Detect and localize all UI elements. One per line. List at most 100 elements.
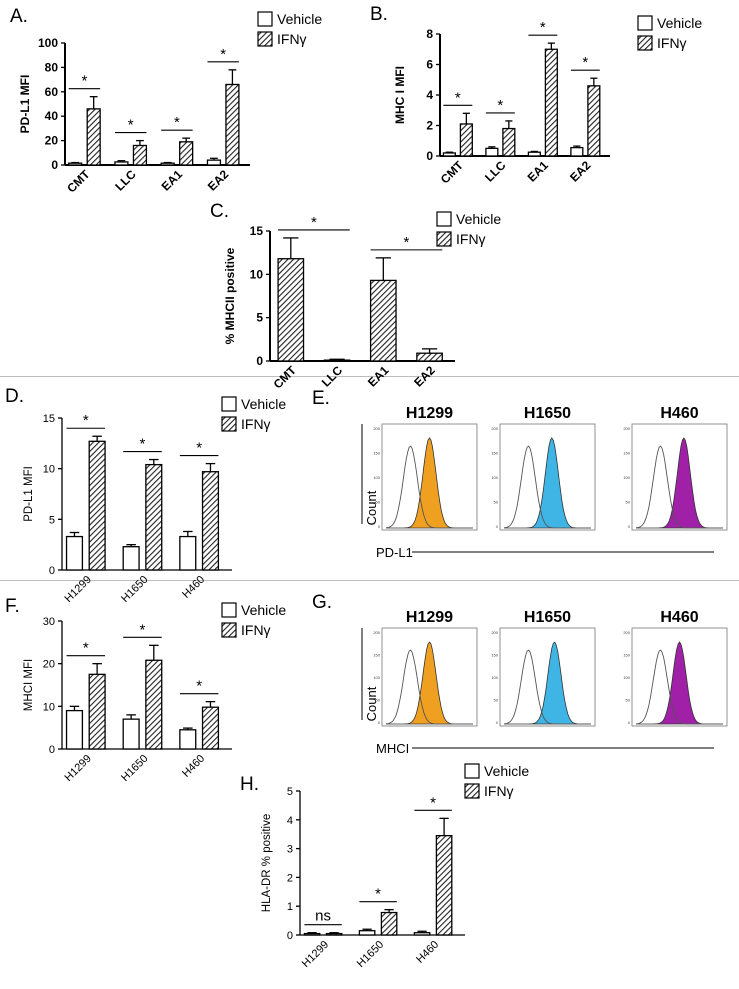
legend-swatch-vehicle xyxy=(221,602,237,618)
legend-label-ifn: IFNγ xyxy=(277,31,307,47)
cell-line-title-h460: H460 xyxy=(660,405,698,422)
hist-y-tick: 50 xyxy=(626,698,631,703)
panel-label: C. xyxy=(210,201,229,222)
bar-ifn-cmt xyxy=(86,108,101,166)
x-tick-label: H460 xyxy=(414,939,441,966)
bar-ifn-ea1 xyxy=(369,279,397,362)
legend: Vehicle IFNγ xyxy=(257,11,322,47)
hist-y-tick: 150 xyxy=(491,653,498,658)
significance-label: * xyxy=(83,640,89,657)
x-tick-label: EA2 xyxy=(567,158,594,185)
legend-label-vehicle: Vehicle xyxy=(241,396,286,412)
significance-label: * xyxy=(140,621,146,638)
y-axis-label: HLA-DR % positive xyxy=(261,814,273,912)
bar-vehicle-h1650 xyxy=(358,930,376,936)
bar-vehicle-cmt xyxy=(442,152,456,157)
histogram-vehicle-h1299 xyxy=(385,445,473,529)
x-tick-label: H1299 xyxy=(63,753,94,784)
chart-svg: G. Count H1299 0 50 100 150 200 H1650 0 50 100 150 20… xyxy=(312,592,728,756)
panel-label: G. xyxy=(312,592,332,613)
significance-label: * xyxy=(220,46,226,63)
chart-panel-h: H. 0 1 2 3 4 5 HLA-DR % positive H1299 H1650 H460 n… xyxy=(240,758,560,970)
bar-vehicle-h1299 xyxy=(303,932,321,936)
significance-label: * xyxy=(430,794,436,811)
significance-label: * xyxy=(83,412,89,429)
x-tick-label: H1299 xyxy=(300,939,331,970)
y-tick-label: 15 xyxy=(43,413,55,425)
legend-label-vehicle: Vehicle xyxy=(241,602,286,618)
legend: Vehicle IFNγ xyxy=(436,211,501,247)
bar-vehicle-cmt xyxy=(68,162,83,166)
bar-ifn-h1650 xyxy=(145,463,163,571)
y-tick-label: 0 xyxy=(51,158,58,172)
legend-swatch-vehicle xyxy=(257,11,273,27)
y-tick-label: 10 xyxy=(43,701,55,713)
hist-y-tick: 0 xyxy=(496,524,499,529)
count-axis-label: Count xyxy=(364,490,379,525)
significance-label: * xyxy=(404,234,410,251)
significance-label: * xyxy=(540,19,546,36)
y-tick-label: 3 xyxy=(287,844,293,856)
legend-label-ifn: IFNγ xyxy=(484,783,514,799)
legend-swatch-ifn xyxy=(221,622,237,638)
bar-ifn-cmt xyxy=(277,258,305,362)
cell-line-title-h1299: H1299 xyxy=(406,609,453,626)
x-tick-label: H460 xyxy=(180,753,207,780)
chart-panel-f: F. 0 10 20 30 MHCI MFI H1299 H1650 H460 * * * Vehicl… xyxy=(0,586,310,784)
legend-label-vehicle: Vehicle xyxy=(456,211,501,227)
x-axis-label: PD-L1 xyxy=(376,545,413,560)
legend: Vehicle IFNγ xyxy=(637,15,702,51)
significance-label: * xyxy=(174,114,180,131)
bar-ifn-ea2 xyxy=(225,83,240,166)
bar-vehicle-h460 xyxy=(179,535,197,571)
bar-ifn-cmt xyxy=(459,123,473,157)
y-tick-label: 60 xyxy=(45,85,59,99)
histogram-vehicle-h1299 xyxy=(385,649,473,725)
hist-y-tick: 100 xyxy=(373,675,380,680)
histogram-vehicle-h460 xyxy=(635,649,723,725)
panel-label: D. xyxy=(5,386,24,407)
y-tick-label: 0 xyxy=(49,565,55,577)
hist-y-tick: 100 xyxy=(623,675,630,680)
bar-ifn-ea2 xyxy=(587,85,601,157)
hist-y-tick: 100 xyxy=(623,475,630,480)
hist-y-tick: 100 xyxy=(491,675,498,680)
bar-ifn-llc xyxy=(323,359,351,362)
legend-swatch-ifn xyxy=(221,416,237,432)
chart-panel-d: D. 0 5 10 15 PD-L1 MFI H1299 H1650 H460 * * * Vehicl… xyxy=(0,382,310,605)
chart-svg: H. 0 1 2 3 4 5 HLA-DR % positive H1299 H1650 H460 n… xyxy=(240,763,529,970)
cell-line-title-h1650: H1650 xyxy=(524,405,571,422)
bar-ifn-h1299 xyxy=(88,673,106,750)
hist-y-tick: 100 xyxy=(491,475,498,480)
histogram-vehicle-h1650 xyxy=(503,445,591,529)
legend-swatch-vehicle xyxy=(464,763,480,779)
histogram-vehicle-h460 xyxy=(635,445,723,529)
y-tick-label: 5 xyxy=(287,786,293,798)
legend-label-ifn: IFNγ xyxy=(456,231,486,247)
panel-label: A. xyxy=(10,6,28,27)
hist-y-tick: 150 xyxy=(491,451,498,456)
legend-label-ifn: IFNγ xyxy=(657,35,687,51)
chart-svg: F. 0 10 20 30 MHCI MFI H1299 H1650 H460 * * * Vehicl… xyxy=(5,596,286,784)
y-tick-label: 0 xyxy=(256,354,263,368)
hist-y-tick: 200 xyxy=(623,630,630,635)
hist-y-tick: 200 xyxy=(623,426,630,431)
y-tick-label: 10 xyxy=(250,267,264,281)
chart-panel-c: C. 0 5 10 15% MHCII positive CMT LLC EA1 EA2 * * Ve… xyxy=(210,195,540,392)
significance-label: * xyxy=(196,440,202,457)
panel-label: F. xyxy=(5,596,20,617)
hist-y-tick: 200 xyxy=(491,426,498,431)
bar-vehicle-ea1 xyxy=(527,151,541,157)
bar-ifn-h1650 xyxy=(145,659,163,750)
y-tick-label: 20 xyxy=(43,659,55,671)
hist-y-tick: 0 xyxy=(378,720,381,725)
panel-label: E. xyxy=(312,388,330,409)
significance-label: * xyxy=(497,97,503,114)
cell-line-title-h1650: H1650 xyxy=(524,609,571,626)
bar-vehicle-ea2 xyxy=(206,159,222,166)
cell-line-title-h460: H460 xyxy=(660,609,698,626)
y-tick-label: 8 xyxy=(426,27,433,41)
significance-label: * xyxy=(140,436,146,453)
y-tick-label: 2 xyxy=(287,872,293,884)
bar-vehicle-h460 xyxy=(413,932,431,936)
